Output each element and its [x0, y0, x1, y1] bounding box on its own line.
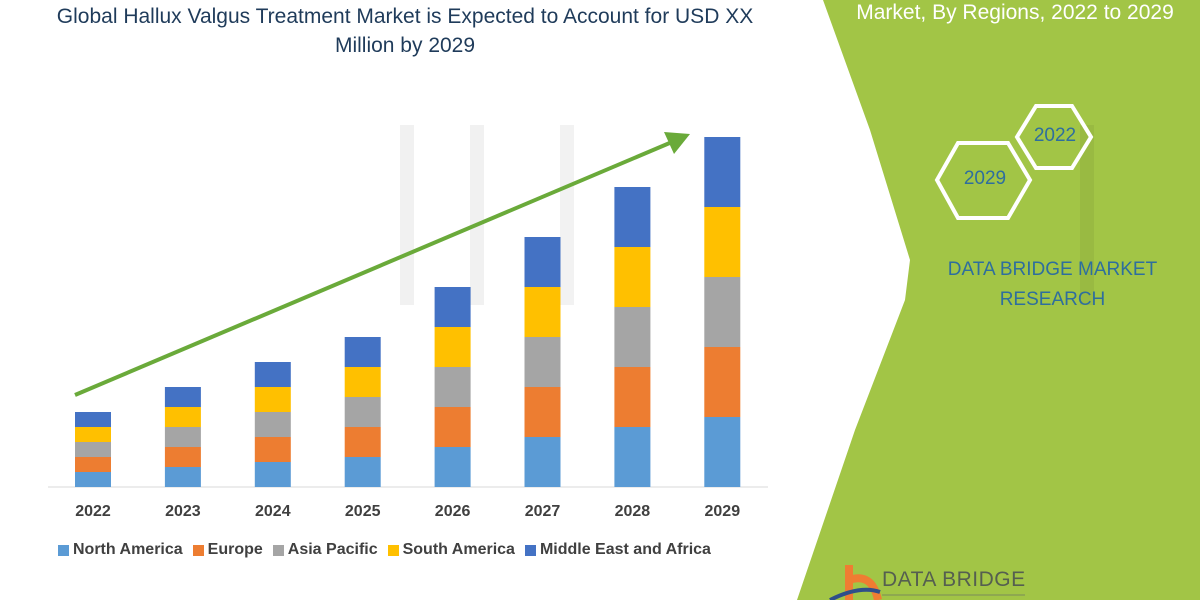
hexagon-2022 [1014, 104, 1094, 170]
watermark [400, 125, 1094, 305]
legend-item: North America [58, 541, 183, 559]
bar-segment-2022-europe [75, 457, 111, 472]
bar-segment-2029-middle-east-and-africa [704, 137, 741, 207]
bar-segment-2024-north-america [254, 462, 291, 487]
bar-segment-2023-north-america [164, 467, 201, 487]
trend-arrow [74, 132, 690, 397]
bar-segment-2027-middle-east-and-africa [524, 237, 561, 287]
trend-arrow-head [664, 132, 690, 154]
bar-segment-2025-south-america [344, 367, 381, 397]
x-tick-label: 2022 [75, 503, 111, 520]
bar-segment-2025-asia-pacific [344, 397, 381, 427]
x-tick-label: 2025 [344, 503, 381, 520]
legend-label: Asia Pacific [287, 541, 378, 558]
legend-label: Europe [207, 541, 263, 558]
bar-segment-2028-north-america [614, 427, 651, 487]
legend-swatch [524, 544, 536, 556]
bar-segment-2024-south-america [254, 387, 291, 412]
bar-segment-2025-europe [344, 427, 381, 457]
bar-segment-2026-europe [434, 407, 471, 447]
bar-segment-2027-europe [524, 387, 561, 437]
bar-segment-2023-asia-pacific [164, 427, 201, 447]
bars-group [75, 137, 741, 487]
x-tick-label: 2026 [434, 503, 471, 520]
bar-segment-2024-middle-east-and-africa [254, 362, 291, 387]
hexagon-2029 [934, 141, 1033, 220]
bar-segment-2029-europe [704, 347, 741, 417]
bar-segment-2026-north-america [434, 447, 471, 487]
bar-segment-2028-europe [614, 367, 651, 427]
legend-label: North America [73, 541, 183, 558]
bar-segment-2023-middle-east-and-africa [164, 387, 201, 407]
logo-text: DATA BRIDGE [882, 568, 1026, 591]
green-side-panel [797, 0, 1200, 600]
bar-segment-2027-north-america [524, 437, 561, 487]
x-tick-label: 2029 [704, 503, 741, 520]
x-tick-label: 2028 [614, 503, 651, 520]
x-tick-label: 2024 [255, 503, 291, 520]
bar-segment-2022-middle-east-and-africa [75, 412, 111, 427]
bar-segment-2027-south-america [524, 287, 561, 337]
bar-segment-2025-middle-east-and-africa [344, 337, 381, 367]
legend-item: South America [387, 541, 515, 559]
legend-label: South America [402, 541, 515, 558]
bar-segment-2024-europe [254, 437, 291, 462]
bar-segment-2028-asia-pacific [614, 307, 651, 367]
legend-swatch [192, 544, 204, 556]
chart-title: Global Hallux Valgus Treatment Market is… [56, 5, 754, 57]
bar-segment-2025-north-america [344, 457, 381, 487]
hex-label-2029: 2029 [963, 168, 1007, 189]
bar-segment-2023-south-america [164, 407, 201, 427]
legend-swatch [58, 544, 69, 556]
legend-item: Asia Pacific [272, 541, 378, 559]
bar-segment-2022-asia-pacific [75, 442, 111, 457]
bar-segment-2024-asia-pacific [254, 412, 291, 437]
chart-subtitle: Market, By Regions, 2022 to 2029 [856, 1, 1174, 24]
legend-label: Middle East and Africa [539, 541, 711, 558]
legend-swatch [387, 544, 399, 556]
bar-segment-2029-north-america [704, 417, 741, 487]
legend: North America Europe Asia Pacific South … [58, 541, 711, 559]
bar-segment-2022-north-america [75, 472, 111, 487]
bar-segment-2026-middle-east-and-africa [434, 287, 471, 327]
bar-segment-2028-middle-east-and-africa [614, 187, 651, 247]
brand-text: DATA BRIDGE MARKET RESEARCH [947, 259, 1158, 310]
bar-segment-2029-asia-pacific [704, 277, 741, 347]
bar-segment-2028-south-america [614, 247, 651, 307]
legend-item: Europe [192, 541, 263, 559]
x-tick-label: 2027 [524, 503, 561, 520]
bar-segment-2027-asia-pacific [524, 337, 561, 387]
x-tick-label: 2023 [165, 503, 201, 520]
bar-segment-2023-europe [164, 447, 201, 467]
logo-icon [829, 565, 1025, 600]
bar-segment-2029-south-america [704, 207, 741, 277]
legend-item: Middle East and Africa [524, 541, 711, 559]
legend-swatch [272, 544, 284, 556]
bar-segment-2026-south-america [434, 327, 471, 367]
bar-segment-2022-south-america [75, 427, 111, 442]
bar-segment-2026-asia-pacific [434, 367, 471, 407]
hex-label-2022: 2022 [1033, 125, 1077, 146]
